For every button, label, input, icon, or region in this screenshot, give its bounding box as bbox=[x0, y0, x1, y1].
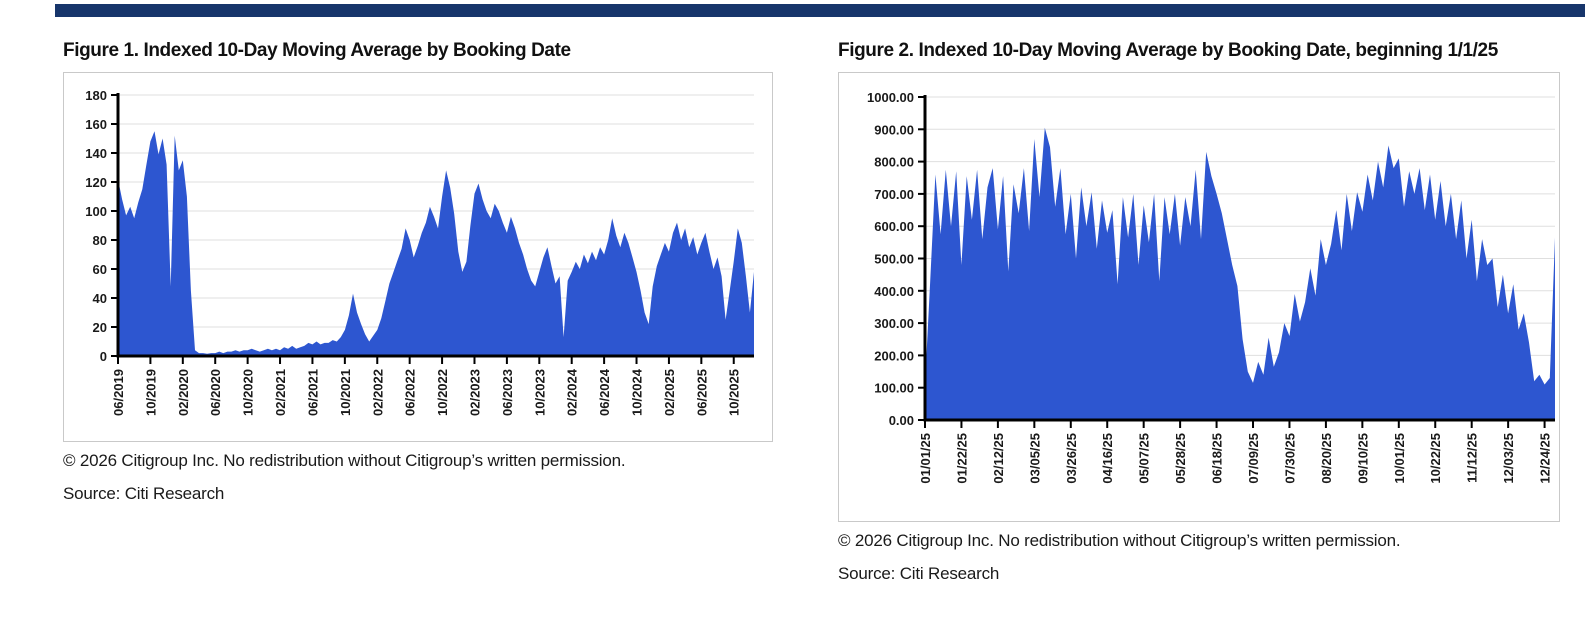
figure2-area-chart: 0.00 100.00 200.00 300.00 400.00 500.00 600.00… bbox=[867, 90, 1555, 484]
svg-text:400.00: 400.00 bbox=[874, 284, 914, 299]
svg-text:06/2024: 06/2024 bbox=[597, 368, 612, 416]
svg-text:03/05/25: 03/05/25 bbox=[1027, 433, 1042, 484]
svg-text:02/2023: 02/2023 bbox=[468, 369, 483, 416]
svg-text:06/2025: 06/2025 bbox=[694, 369, 709, 416]
svg-text:10/01/25: 10/01/25 bbox=[1392, 433, 1407, 484]
figure1-area-chart: 0 20 40 60 80 100 120 140 160 180 06/2019 10/2019 02… bbox=[85, 88, 754, 416]
svg-text:800.00: 800.00 bbox=[874, 155, 914, 170]
figure2-source: Source: Citi Research bbox=[838, 564, 1000, 583]
figure1-source: Source: Citi Research bbox=[63, 484, 225, 503]
svg-text:300.00: 300.00 bbox=[874, 316, 914, 331]
svg-text:08/20/25: 08/20/25 bbox=[1319, 433, 1334, 484]
svg-text:02/2025: 02/2025 bbox=[662, 369, 677, 416]
figure1-title: Figure 1. Indexed 10-Day Moving Average … bbox=[63, 40, 571, 61]
svg-text:02/2024: 02/2024 bbox=[565, 368, 580, 416]
svg-text:700.00: 700.00 bbox=[874, 187, 914, 202]
svg-text:07/30/25: 07/30/25 bbox=[1283, 433, 1298, 484]
figure2-chart-box: 0.00 100.00 200.00 300.00 400.00 500.00 600.00… bbox=[838, 72, 1560, 522]
svg-text:10/2020: 10/2020 bbox=[241, 369, 256, 416]
figure1-panel: Figure 1. Indexed 10-Day Moving Average … bbox=[63, 40, 775, 504]
svg-text:200.00: 200.00 bbox=[874, 348, 914, 363]
svg-text:11/12/25: 11/12/25 bbox=[1465, 433, 1480, 483]
svg-text:10/2021: 10/2021 bbox=[338, 369, 353, 416]
svg-text:02/2022: 02/2022 bbox=[370, 369, 385, 416]
svg-text:0: 0 bbox=[100, 349, 107, 364]
svg-text:05/28/25: 05/28/25 bbox=[1173, 433, 1188, 484]
svg-text:06/2022: 06/2022 bbox=[403, 369, 418, 416]
svg-text:600.00: 600.00 bbox=[874, 219, 914, 234]
svg-text:10/2024: 10/2024 bbox=[630, 368, 645, 416]
svg-text:160: 160 bbox=[85, 117, 107, 132]
svg-text:02/2020: 02/2020 bbox=[176, 369, 191, 416]
svg-text:06/2021: 06/2021 bbox=[305, 369, 320, 416]
svg-text:04/16/25: 04/16/25 bbox=[1100, 433, 1115, 484]
svg-text:100: 100 bbox=[85, 204, 107, 219]
svg-text:09/10/25: 09/10/25 bbox=[1355, 433, 1370, 484]
svg-text:06/2019: 06/2019 bbox=[111, 369, 126, 416]
figure2-title: Figure 2. Indexed 10-Day Moving Average … bbox=[838, 40, 1498, 61]
svg-text:12/24/25: 12/24/25 bbox=[1538, 433, 1553, 484]
svg-text:12/03/25: 12/03/25 bbox=[1501, 433, 1516, 484]
svg-text:900.00: 900.00 bbox=[874, 122, 914, 137]
svg-text:60: 60 bbox=[93, 262, 107, 277]
svg-text:01/22/25: 01/22/25 bbox=[954, 433, 969, 484]
figure1-copyright: © 2026 Citigroup Inc. No redistribution … bbox=[63, 451, 626, 470]
svg-text:05/07/25: 05/07/25 bbox=[1137, 433, 1152, 484]
svg-text:06/2020: 06/2020 bbox=[208, 369, 223, 416]
svg-text:80: 80 bbox=[93, 233, 107, 248]
svg-text:500.00: 500.00 bbox=[874, 252, 914, 267]
svg-text:02/12/25: 02/12/25 bbox=[991, 433, 1006, 484]
svg-text:01/01/25: 01/01/25 bbox=[918, 433, 933, 484]
figure2-panel: Figure 2. Indexed 10-Day Moving Average … bbox=[838, 40, 1562, 584]
figure2-copyright: © 2026 Citigroup Inc. No redistribution … bbox=[838, 531, 1401, 550]
brand-top-bar bbox=[55, 4, 1585, 17]
figure1-chart-box: 0 20 40 60 80 100 120 140 160 180 06/2019 10/2019 02… bbox=[63, 72, 773, 442]
svg-text:140: 140 bbox=[85, 146, 107, 161]
svg-text:100.00: 100.00 bbox=[874, 381, 914, 396]
svg-text:02/2021: 02/2021 bbox=[273, 369, 288, 416]
svg-text:10/2023: 10/2023 bbox=[532, 369, 547, 416]
svg-text:1000.00: 1000.00 bbox=[867, 90, 914, 105]
svg-text:07/09/25: 07/09/25 bbox=[1246, 433, 1261, 484]
svg-text:10/2025: 10/2025 bbox=[727, 369, 742, 416]
svg-text:10/2022: 10/2022 bbox=[435, 369, 450, 416]
svg-text:10/22/25: 10/22/25 bbox=[1428, 433, 1443, 484]
svg-text:180: 180 bbox=[85, 88, 107, 103]
svg-text:06/18/25: 06/18/25 bbox=[1210, 433, 1225, 484]
svg-text:20: 20 bbox=[93, 320, 107, 335]
svg-text:06/2023: 06/2023 bbox=[500, 369, 515, 416]
svg-text:10/2019: 10/2019 bbox=[143, 369, 158, 416]
svg-text:40: 40 bbox=[93, 291, 107, 306]
svg-text:03/26/25: 03/26/25 bbox=[1064, 433, 1079, 484]
svg-text:0.00: 0.00 bbox=[889, 413, 914, 428]
svg-text:120: 120 bbox=[85, 175, 107, 190]
